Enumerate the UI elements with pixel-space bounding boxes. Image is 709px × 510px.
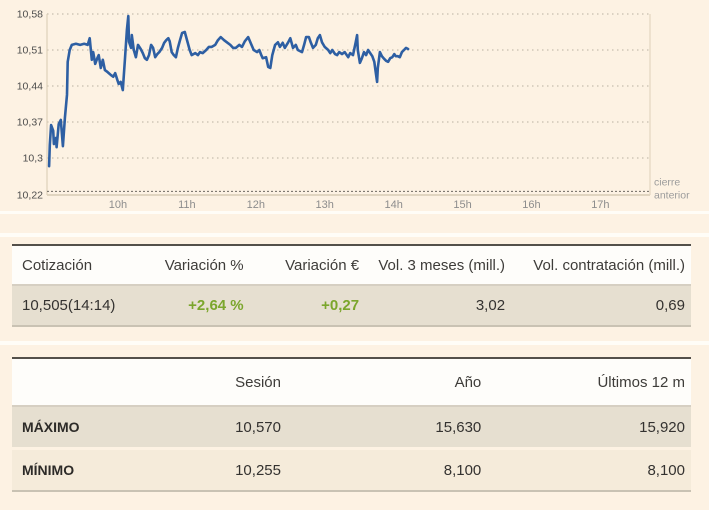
maximo-ano: 15,630 bbox=[286, 406, 488, 449]
minimo-sesion: 10,255 bbox=[147, 447, 287, 491]
module-divider bbox=[0, 211, 709, 214]
header-ultimos-12m: Últimos 12 m bbox=[487, 358, 691, 407]
y-axis-tick-label: 10,51 bbox=[17, 45, 43, 57]
minimo-row: MÍNIMO 10,255 8,100 8,100 bbox=[12, 447, 691, 491]
previous-close-label: anterior bbox=[654, 189, 690, 201]
y-axis-tick-label: 10,44 bbox=[17, 81, 43, 93]
x-axis-tick-label: 17h bbox=[591, 199, 609, 211]
x-axis-tick-label: 16h bbox=[522, 199, 540, 211]
maximo-label: MÁXIMO bbox=[12, 406, 148, 449]
value-vol-contratacion: 0,69 bbox=[511, 285, 691, 326]
maximo-sesion: 10,570 bbox=[147, 406, 287, 449]
y-axis-tick-label: 10,3 bbox=[23, 153, 44, 165]
x-axis-tick-label: 10h bbox=[109, 199, 127, 211]
y-axis-tick-label: 10,58 bbox=[17, 9, 43, 21]
x-axis-tick-label: 12h bbox=[247, 199, 265, 211]
header-vol-contratacion: Vol. contratación (mill.) bbox=[511, 245, 691, 286]
minimo-label: MÍNIMO bbox=[12, 447, 148, 491]
x-axis-tick-label: 11h bbox=[178, 199, 196, 211]
x-axis-tick-label: 13h bbox=[316, 199, 334, 211]
minimo-ano: 8,100 bbox=[286, 447, 488, 491]
quote-summary-table: Cotización Variación % Variación € Vol. … bbox=[12, 244, 691, 327]
header-empty bbox=[12, 358, 148, 407]
module-divider bbox=[0, 233, 709, 237]
value-vol-3-meses: 3,02 bbox=[365, 285, 512, 326]
module-divider bbox=[0, 341, 709, 345]
quote-table-data-row: 10,505(14:14) +2,64 % +0,27 3,02 0,69 bbox=[12, 285, 691, 326]
x-axis-tick-label: 14h bbox=[384, 199, 402, 211]
previous-close-label: cierre bbox=[654, 176, 680, 188]
max-min-table: Sesión Año Últimos 12 m MÁXIMO 10,570 15… bbox=[12, 357, 691, 492]
intraday-chart-svg: 10,58 10,51 10,44 10,37 10,3 10,22 cierreanter… bbox=[17, 9, 690, 212]
quote-table-header-row: Cotización Variación % Variación € Vol. … bbox=[12, 245, 691, 286]
y-axis-tick-label: 10,22 bbox=[17, 190, 43, 202]
intraday-chart: 10,58 10,51 10,44 10,37 10,3 10,22 cierre anter… bbox=[0, 0, 709, 213]
value-variacion-pct: +2,64 % bbox=[147, 285, 250, 326]
minimo-12m: 8,100 bbox=[487, 447, 691, 491]
header-cotizacion: Cotización bbox=[12, 245, 148, 286]
header-variacion-pct: Variación % bbox=[147, 245, 250, 286]
header-sesion: Sesión bbox=[147, 358, 287, 407]
x-axis-tick-label: 15h bbox=[453, 199, 471, 211]
value-cotizacion: 10,505(14:14) bbox=[12, 285, 148, 326]
maximo-row: MÁXIMO 10,570 15,630 15,920 bbox=[12, 406, 691, 449]
header-vol-3-meses: Vol. 3 meses (mill.) bbox=[365, 245, 512, 286]
value-variacion-eur: +0,27 bbox=[249, 285, 366, 326]
header-ano: Año bbox=[286, 358, 488, 407]
header-variacion-eur: Variación € bbox=[249, 245, 366, 286]
y-axis-tick-label: 10,37 bbox=[17, 117, 43, 129]
maximo-12m: 15,920 bbox=[487, 406, 691, 449]
range-table-header-row: Sesión Año Últimos 12 m bbox=[12, 358, 691, 407]
price-line bbox=[47, 14, 410, 168]
